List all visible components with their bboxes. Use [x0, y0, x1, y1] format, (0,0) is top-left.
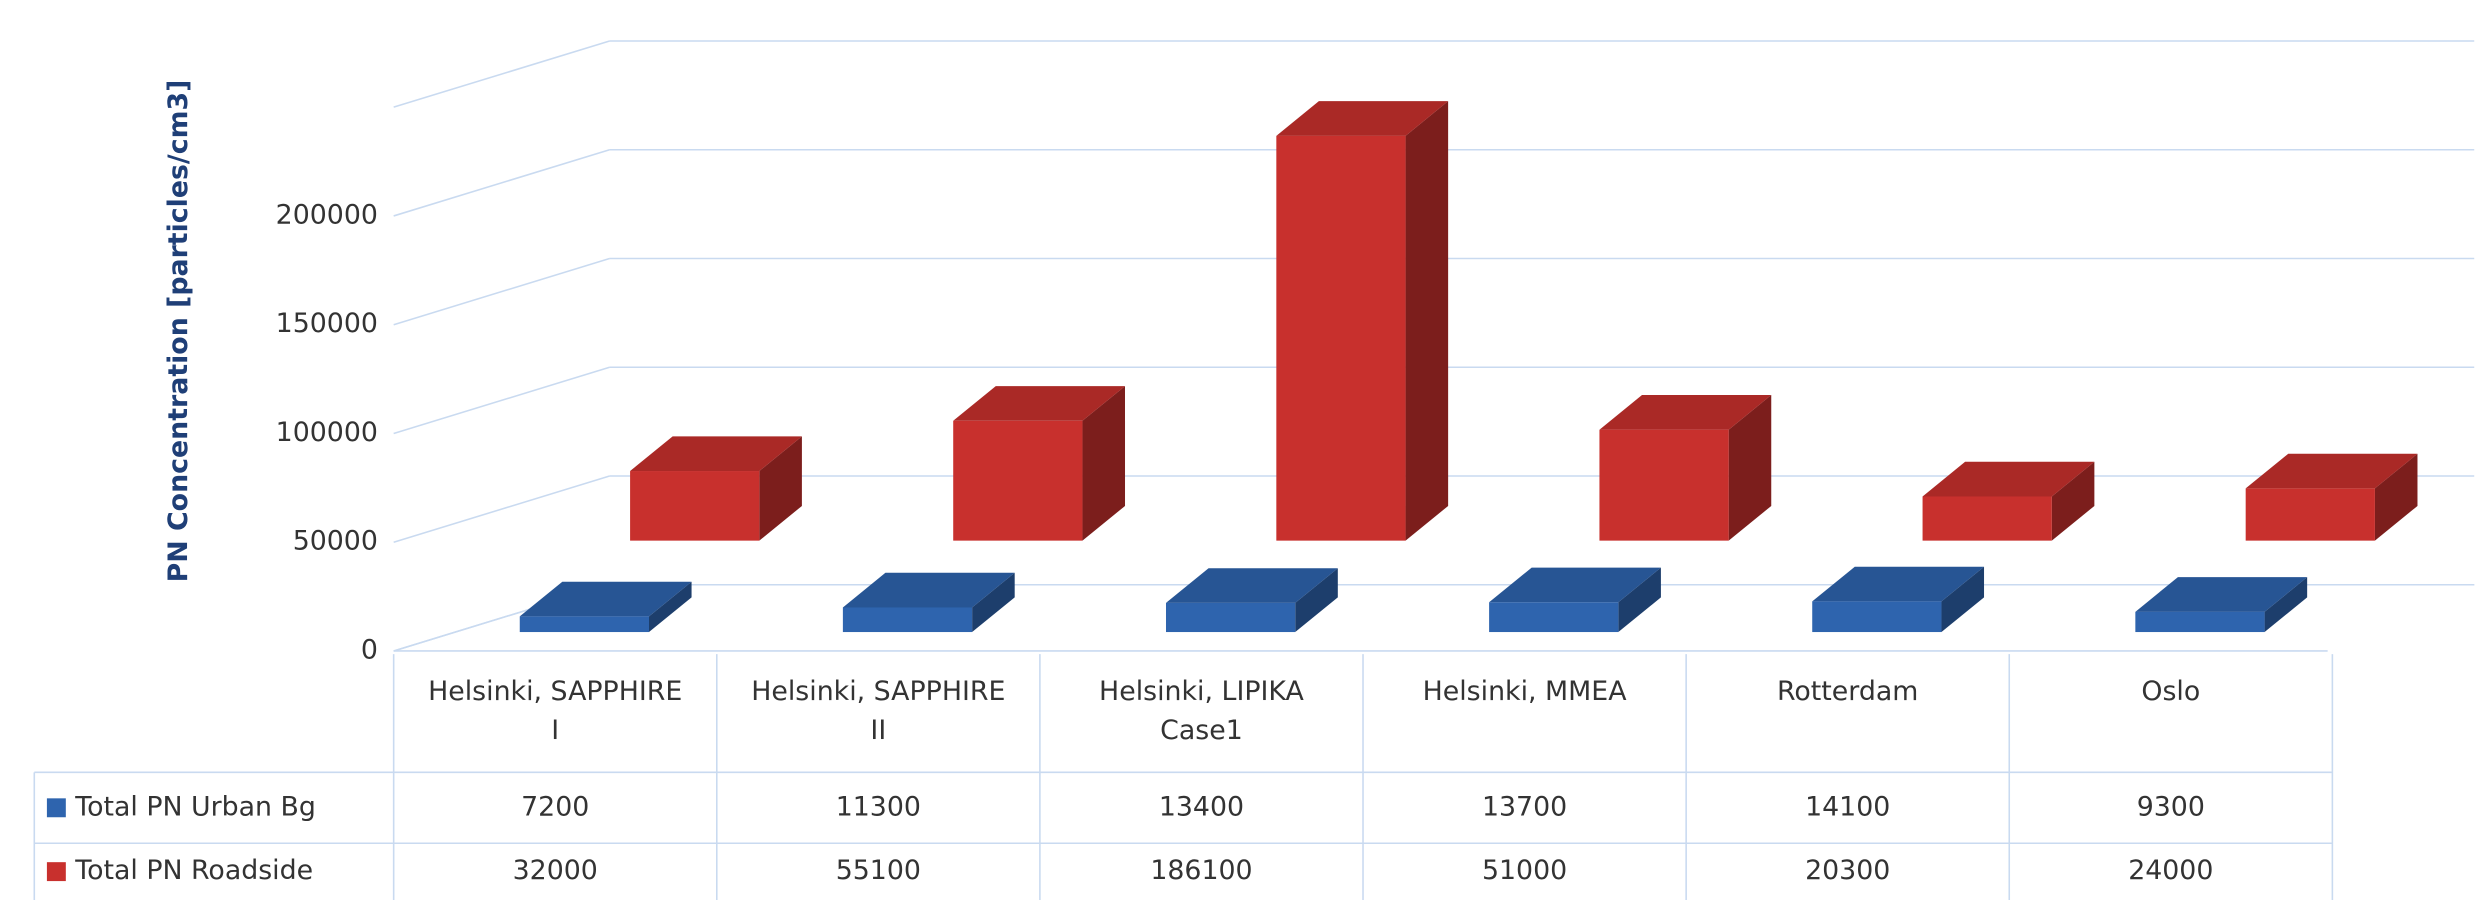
- grid-line: [393, 257, 2475, 326]
- table-value: 24000: [2128, 855, 2213, 886]
- x-tick-label: Helsinki, LIPIKA Case1: [1040, 654, 1363, 772]
- side-wall-top: [393, 40, 610, 108]
- bar: [630, 436, 802, 541]
- bar: [2135, 577, 2308, 633]
- bar-top: [2245, 453, 2418, 489]
- table-value: 13400: [1159, 791, 1244, 822]
- y-tick-label: 200000: [276, 199, 378, 230]
- bar: [1165, 568, 1338, 633]
- y-tick-label: 50000: [293, 526, 378, 557]
- category-cell: Oslo: [2009, 654, 2332, 772]
- bar: [1922, 461, 2095, 541]
- bar-front: [1276, 135, 1406, 541]
- grid-line: [393, 148, 2475, 217]
- legend-swatch: [46, 798, 66, 818]
- x-tick-text: Rotterdam: [1776, 676, 1919, 708]
- bar-front: [519, 616, 650, 633]
- bar-top: [1922, 461, 2095, 497]
- category-cell: Helsinki, SAPPHIRE II: [717, 654, 1040, 772]
- table-value: 55100: [836, 855, 921, 886]
- table-value: 9300: [2137, 791, 2205, 822]
- category-cell: Rotterdam: [1686, 654, 2009, 772]
- x-tick-text: Oslo: [2141, 676, 2201, 708]
- bar-top: [1599, 395, 1772, 430]
- y-tick-label: 100000: [276, 417, 378, 448]
- table-value: 20300: [1805, 855, 1890, 886]
- x-tick-text: Helsinki, SAPPHIRE I: [428, 676, 683, 747]
- bar: [1812, 566, 1985, 633]
- bar-front: [2245, 488, 2375, 541]
- bar-top: [1276, 101, 1449, 136]
- legend-swatch: [46, 862, 66, 882]
- table-value: 186100: [1150, 855, 1252, 886]
- category-cell: Helsinki, LIPIKA Case1: [1040, 654, 1363, 772]
- grid-line: [393, 366, 2475, 435]
- bar: [1276, 101, 1449, 541]
- bar-top: [630, 436, 802, 472]
- bar-front: [1489, 602, 1619, 633]
- bar-front: [953, 420, 1083, 541]
- bar-side: [649, 581, 692, 633]
- x-tick-label: Helsinki, SAPPHIRE I: [394, 654, 717, 772]
- y-tick-label: 150000: [276, 308, 378, 339]
- table-value: 14100: [1805, 791, 1890, 822]
- bar-top: [1489, 567, 1661, 603]
- legend-label: Total PN Urban Bg: [74, 791, 316, 822]
- category-cell: Helsinki, MMEA: [1363, 654, 1686, 772]
- bar-side: [2264, 577, 2308, 633]
- category-cell: Helsinki, SAPPHIRE I: [394, 654, 717, 772]
- bar: [1489, 567, 1661, 633]
- bar-top: [842, 572, 1015, 608]
- bar-side: [1082, 386, 1126, 541]
- bar-top: [2135, 577, 2308, 612]
- table-value: 32000: [513, 855, 598, 886]
- grid-line: [393, 475, 2475, 543]
- bar-side: [2051, 461, 2095, 541]
- x-tick-text: Helsinki, MMEA: [1422, 676, 1627, 708]
- table-value: 11300: [836, 791, 921, 822]
- bar-side: [1405, 101, 1449, 541]
- bar: [2245, 453, 2418, 541]
- bar-side: [1295, 568, 1338, 633]
- bar-front: [2135, 611, 2265, 633]
- bar-side: [1728, 395, 1772, 541]
- bar-front: [1922, 496, 2052, 541]
- x-tick-label: Oslo: [2009, 654, 2332, 772]
- x-tick-label: Helsinki, SAPPHIRE II: [717, 654, 1040, 772]
- bar-top: [519, 581, 692, 617]
- y-tick-label: 0: [361, 634, 378, 665]
- legend-label: Total PN Roadside: [74, 855, 313, 886]
- bar-top: [953, 386, 1126, 421]
- x-tick-text: Helsinki, SAPPHIRE II: [751, 676, 1006, 747]
- bar-side: [759, 436, 802, 541]
- grid-side: [393, 257, 610, 326]
- table-value: 7200: [521, 791, 589, 822]
- bar-top: [1165, 568, 1338, 603]
- bar-front: [1812, 601, 1942, 633]
- bar-front: [1599, 429, 1729, 541]
- x-tick-text: Helsinki, LIPIKA Case1: [1099, 676, 1304, 747]
- grid-side: [393, 148, 610, 217]
- bar: [519, 581, 692, 633]
- y-axis-title: PN Concentration [particles/cm3]: [163, 80, 194, 583]
- bar: [842, 572, 1015, 633]
- bar: [1599, 395, 1772, 541]
- bar: [953, 386, 1126, 541]
- x-tick-label: Rotterdam: [1686, 654, 2009, 772]
- grid-side: [393, 366, 610, 435]
- grid-side: [393, 475, 610, 543]
- table-value: 13700: [1482, 791, 1567, 822]
- bar-side: [1941, 566, 1985, 633]
- bar-front: [842, 607, 973, 633]
- x-tick-label: Helsinki, MMEA: [1363, 654, 1686, 772]
- bar-side: [1618, 567, 1661, 633]
- bar-side: [972, 572, 1015, 633]
- table-value: 51000: [1482, 855, 1567, 886]
- bar-side: [2374, 453, 2418, 541]
- bar-top: [1812, 566, 1985, 602]
- bar-front: [1165, 602, 1296, 633]
- bar-front: [630, 471, 760, 541]
